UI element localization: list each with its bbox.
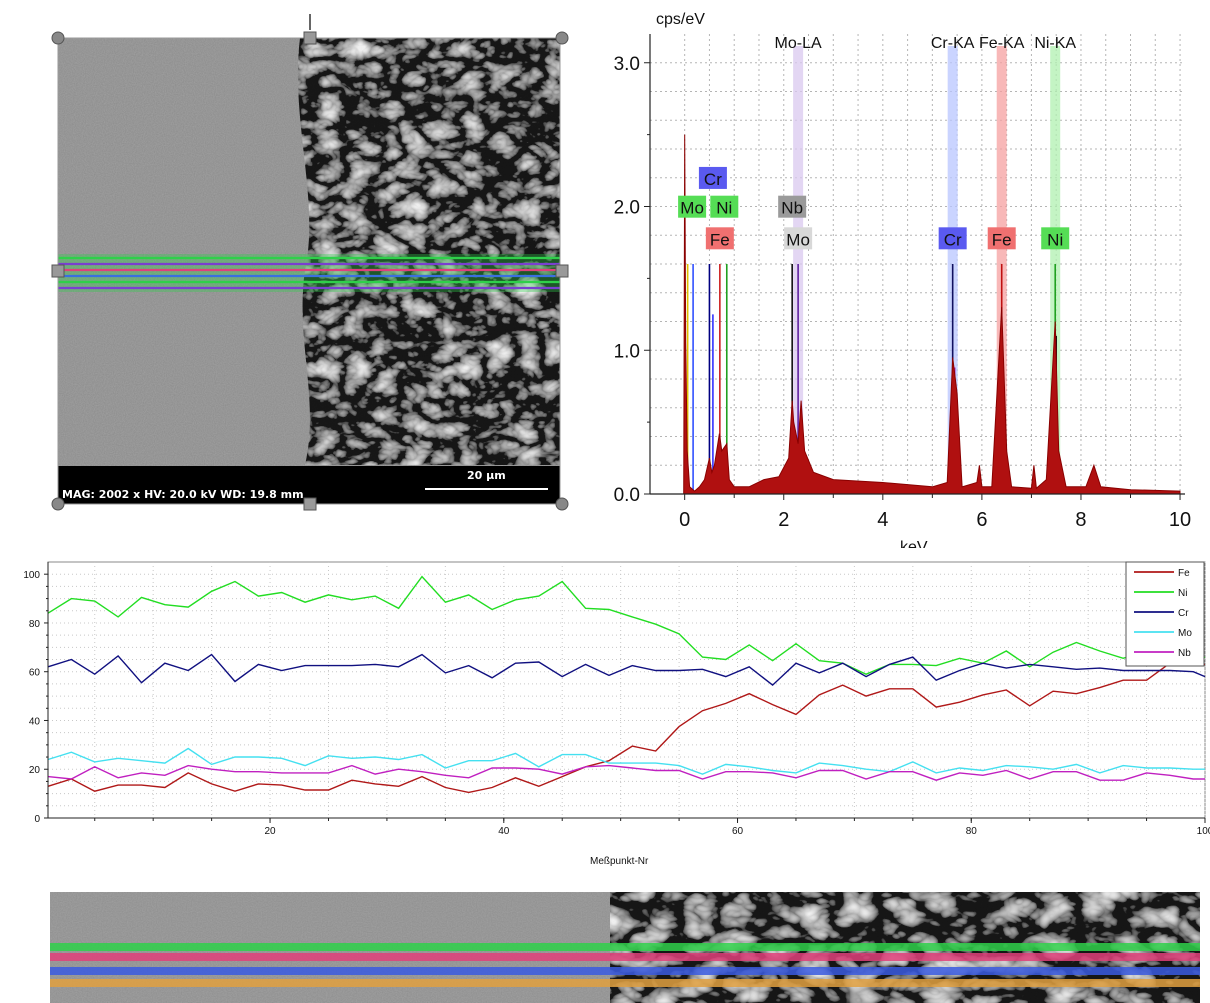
spectrum-y-tick-label: 0.0 (614, 485, 640, 506)
strip-linescan-overlay (50, 943, 1200, 987)
peak-label: Ni-KA (1034, 35, 1076, 52)
strip-linescan-line (50, 953, 1200, 961)
profile-legend: Fe Ni Cr Mo Nb (1125, 561, 1205, 667)
profile-y-tick-label: 0 (34, 814, 40, 825)
spectrum-series (683, 134, 1181, 495)
resize-handle-right[interactable] (555, 264, 569, 278)
resize-handle-bottom-left[interactable] (51, 497, 65, 511)
line-profile-chart: 0 20 40 60 80 100 20 40 60 80 100 Meßpunkt-Nr Fe Ni… (23, 561, 1210, 867)
spectrum-x-tick-label: 4 (877, 509, 888, 531)
spectrum-x-tick-label: 8 (1075, 509, 1086, 531)
spectrum-y-tick-label: 3.0 (614, 54, 640, 75)
legend-label-cr: Cr (1178, 608, 1189, 619)
element-tag: Mo (680, 199, 704, 218)
profile-grid (47, 561, 1206, 819)
profile-x-tick-label: 20 (264, 826, 276, 837)
profile-series-fe (47, 662, 1205, 794)
spectrum-peak-labels: Mo-LA Cr-KA Fe-KA Ni-KA (775, 35, 1077, 52)
resize-handle-bottom[interactable] (303, 497, 317, 511)
scalebar-label: 20 µm (467, 469, 506, 482)
spectrum-x-tick-label: 6 (976, 509, 987, 531)
profile-y-tick-label: 40 (29, 716, 41, 727)
element-tag-bg (678, 195, 707, 218)
sem-info-text: MAG: 2002 x HV: 20.0 kV WD: 19.8 mm (62, 488, 304, 501)
profile-series-cr (47, 653, 1206, 687)
profile-x-tick-label: 80 (966, 826, 978, 837)
element-tag-bg (778, 195, 807, 218)
profile-series (47, 575, 1206, 794)
profile-series-ni (47, 575, 1206, 675)
element-tag-bg (698, 166, 727, 189)
element-tag: Nb (781, 199, 803, 218)
legend-label-ni: Ni (1178, 588, 1187, 599)
spectrum-x-tick-label: 2 (778, 509, 789, 531)
peak-label: Mo-LA (775, 35, 822, 52)
spectrum-series-area (683, 134, 1181, 495)
peak-label: Cr-KA (931, 35, 975, 52)
profile-x-tick-label: 40 (498, 826, 510, 837)
spectrum-x-tick-label: 0 (679, 509, 690, 531)
legend-label-nb: Nb (1178, 648, 1191, 659)
peak-label: Fe-KA (979, 35, 1025, 52)
element-tag: Cr (944, 230, 962, 249)
element-tag: Ni (1047, 230, 1063, 249)
profile-y-tick-label: 100 (23, 570, 40, 581)
resize-handle-bottom-right[interactable] (555, 497, 569, 511)
spectrum-y-tick-label: 2.0 (614, 198, 640, 219)
sem-linescan-overlay (58, 254, 560, 292)
element-tag: Fe (992, 230, 1012, 249)
resize-handle-top[interactable] (303, 31, 317, 45)
element-tag: Mo (786, 230, 810, 249)
element-tag-bg (705, 227, 734, 250)
element-tag-bg (710, 195, 739, 218)
strip-linescan-line (50, 943, 1200, 951)
spectrum-y-axis-label: cps/eV (656, 11, 705, 28)
sem-linescan-strip (50, 892, 1200, 1003)
element-tag-bg (938, 227, 967, 250)
element-tag: Fe (710, 230, 730, 249)
sem-micrograph: MAG: 2002 x HV: 20.0 kV WD: 19.8 mm 20 µ… (51, 14, 569, 511)
profile-x-tick-label: 60 (732, 826, 744, 837)
profile-series-mo (47, 747, 1205, 775)
spectrum-y-tick-label: 1.0 (614, 341, 640, 362)
profile-x-axis-label: Meßpunkt-Nr (590, 856, 649, 867)
element-tag-bg (987, 227, 1016, 250)
spectrum-x-axis-label: keV (900, 539, 928, 548)
element-tag-bg (1041, 227, 1070, 250)
profile-plot-area (47, 561, 1206, 819)
element-tag: Cr (704, 170, 722, 189)
profile-x-tick-label: 100 (1197, 826, 1210, 837)
profile-y-tick-label: 80 (29, 619, 41, 630)
profile-axes: 0 20 40 60 80 100 20 40 60 80 100 (23, 562, 1210, 837)
profile-series-nb (47, 764, 1205, 781)
resize-handle-top-left[interactable] (51, 31, 65, 45)
resize-handle-left[interactable] (51, 264, 65, 278)
spectrum-x-tick-label: 10 (1169, 509, 1191, 531)
strip-linescan-line (50, 979, 1200, 987)
profile-y-tick-label: 60 (29, 668, 41, 679)
spectrum-grid (650, 34, 1185, 494)
element-tag-bg (784, 227, 813, 250)
spectrum-axes: 0 2 4 6 8 10 0.0 1.0 2.0 3.0 (614, 34, 1191, 531)
legend-label-fe: Fe (1178, 568, 1190, 579)
element-tag: Ni (716, 199, 732, 218)
sem-dendritic-region (297, 38, 560, 465)
profile-legend-box (1125, 561, 1205, 667)
profile-y-tick-label: 20 (29, 765, 41, 776)
strip-linescan-line (50, 967, 1200, 975)
linescan-band (58, 254, 560, 292)
resize-handle-top-right[interactable] (555, 31, 569, 45)
legend-label-mo: Mo (1178, 628, 1192, 639)
